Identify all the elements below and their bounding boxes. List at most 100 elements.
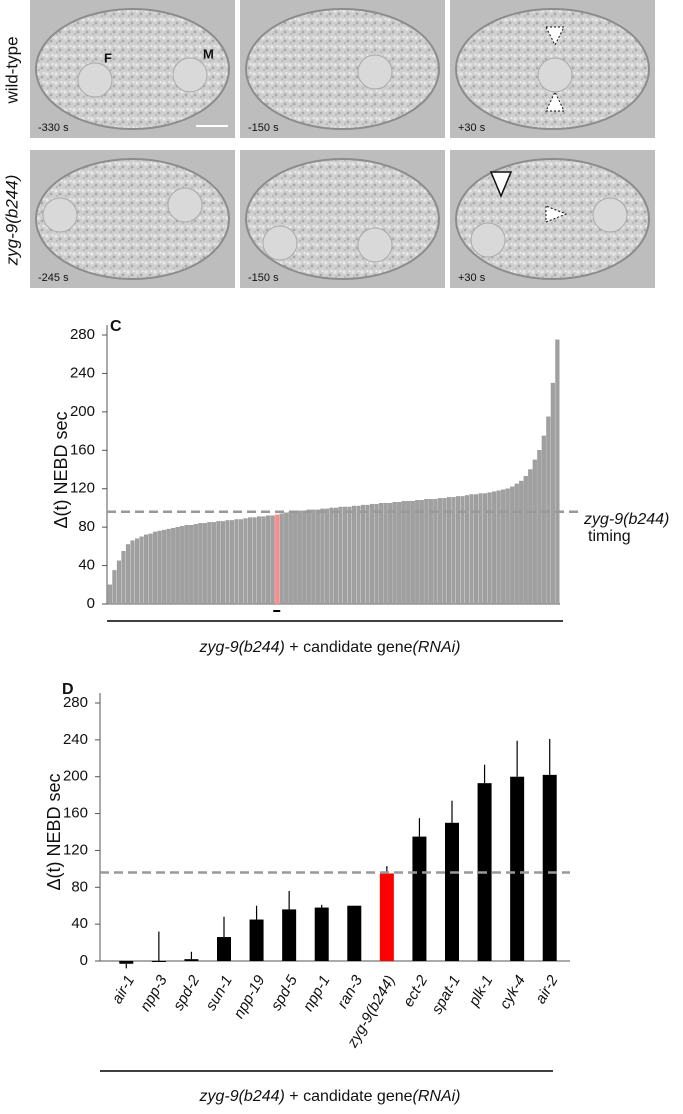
time-label: -150 s [248,122,279,134]
bar [217,937,231,961]
bar [171,527,176,605]
arrowhead [545,90,565,112]
y-tick-label: 240 [70,364,95,381]
bar [446,497,451,605]
bar [252,517,257,605]
bar [134,538,140,605]
nucleus-label: M [203,46,214,61]
bar [445,822,459,961]
embryo [245,8,440,130]
bar [175,526,180,605]
panel-label: D [62,681,74,698]
x-axis-label: zyg-9(b244) + candidate gene(RNAi) [198,639,460,656]
x-tick-label: spd-5 [268,972,302,1014]
nucleus-label: F [104,50,112,65]
bar [356,505,361,605]
time-label: +30 s [458,122,486,134]
y-tick-label: 240 [63,731,88,748]
nucleus [77,62,113,98]
bar [492,491,497,605]
bar [288,511,293,605]
x-tick-label: spd-2 [170,972,204,1014]
bar [351,505,357,605]
bar [501,489,506,605]
bar [347,905,362,961]
bar [523,476,528,605]
x-tick-label: air-2 [532,972,562,1007]
x-axis-label: zyg-9(b244) + candidate gene(RNAi) [198,1088,460,1105]
bar [550,382,555,605]
y-tick-label: 0 [87,595,95,612]
bar [284,512,289,605]
y-tick-label: 40 [71,915,88,932]
bar [505,488,510,605]
x-tick-label: cyk-4 [496,972,529,1012]
bar [442,498,447,605]
bar [510,776,525,961]
bar [279,513,284,605]
bar [247,517,253,605]
bar [397,502,402,605]
bar [510,486,515,605]
bar [555,339,560,605]
bar [546,416,551,605]
y-axis-label: Δ(t) NEBD sec [44,773,64,890]
bar [360,504,366,605]
x-tick-label: npp-19 [230,972,268,1022]
bar [144,534,149,605]
bar [514,483,519,605]
bar [112,570,117,605]
bar [392,502,397,605]
x-axis-label-part: zyg-9(b244) [198,639,284,656]
bar [320,508,325,605]
bar [537,450,542,605]
arrowhead [545,26,565,47]
bar [116,560,122,605]
embryo [245,158,440,280]
bar [302,510,307,605]
bar [388,502,393,605]
micrograph-annotations: F M [104,26,568,223]
time-label: +30 s [458,272,486,284]
x-tick-label: ect-2 [400,972,432,1010]
bar [370,503,375,605]
reference-label: timing [588,528,631,545]
bar [293,511,298,605]
embryo [35,8,230,130]
arrowhead [545,205,568,223]
bar [532,459,537,605]
y-tick-label: 80 [71,878,88,895]
nucleus [167,187,203,223]
x-tick-label: npp-1 [300,972,334,1014]
bar [519,480,524,605]
bar [216,521,221,605]
bar [225,520,230,605]
bar [464,495,470,605]
bar [121,551,126,605]
bar [496,490,501,605]
x-axis-label-part: (RNAi) [413,1088,461,1105]
row-label: wild-type [2,36,21,104]
bar [261,516,266,605]
nucleus [357,227,393,263]
bar [314,907,329,961]
bar [324,508,329,605]
bar [315,509,320,605]
y-axis-label: Δ(t) NEBD sec [51,411,71,528]
bar [211,522,216,605]
bar [180,526,185,605]
bar [347,506,352,605]
y-tick-label: 80 [78,518,95,535]
y-tick-label: 0 [80,952,88,969]
bar [184,525,189,605]
bar [329,507,334,605]
bar [202,523,207,605]
nucleus [592,197,628,233]
bar [311,509,316,605]
bar [157,530,162,605]
bar [379,502,384,605]
bar [184,959,199,961]
micrograph-panels: Awild-type-330 s-150 s+30 sBzyg-9(b244)-… [2,0,655,288]
bar [451,497,456,605]
x-axis-label-part: + candidate gene [285,639,413,656]
